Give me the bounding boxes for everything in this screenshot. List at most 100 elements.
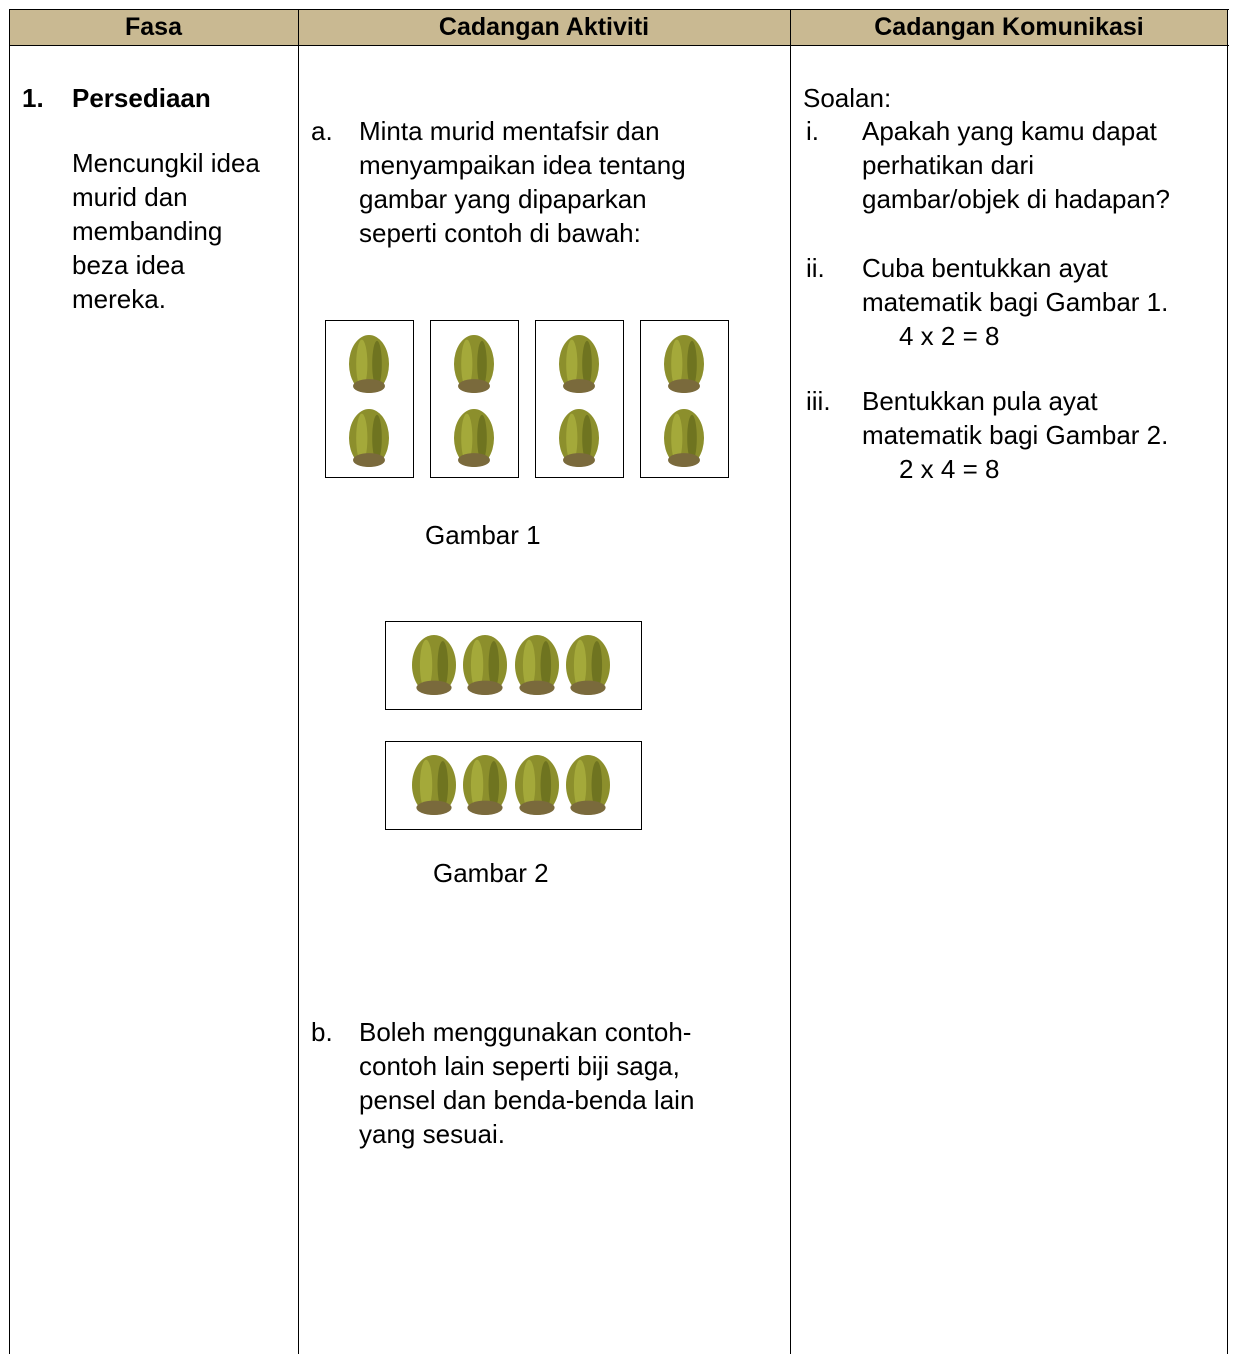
fruit-part bbox=[437, 761, 449, 809]
fruit-part bbox=[470, 759, 484, 811]
text-line: matematik bagi Gambar 2. bbox=[862, 420, 1169, 450]
fruit-part bbox=[416, 800, 452, 815]
fruit-part bbox=[356, 339, 368, 389]
fruit-part bbox=[372, 414, 382, 462]
figure-box bbox=[535, 320, 624, 478]
text-line: matematik bagi Gambar 1. bbox=[862, 287, 1169, 317]
fruit-part bbox=[419, 759, 433, 811]
fruit-part bbox=[570, 800, 606, 815]
activity-text: Minta murid mentafsir dan menyampaikan id… bbox=[359, 114, 686, 250]
phase-title: Persediaan bbox=[72, 83, 211, 113]
marker: a. bbox=[311, 116, 333, 146]
fruit-part bbox=[488, 761, 500, 809]
marker: ii. bbox=[806, 253, 825, 283]
fruit-part bbox=[419, 639, 433, 691]
text-line: murid dan bbox=[72, 182, 188, 212]
activity-text: Boleh menggunakan contoh-contoh lain sep… bbox=[359, 1015, 694, 1151]
fruit-part bbox=[470, 639, 484, 691]
fruit-part bbox=[573, 759, 587, 811]
fruit-part bbox=[458, 453, 490, 468]
fruit-part bbox=[582, 414, 592, 462]
fruit-part bbox=[522, 639, 536, 691]
figure-caption: Gambar 1 bbox=[425, 520, 541, 550]
answer: 4 x 2 = 8 bbox=[899, 321, 1000, 351]
fruit-part bbox=[437, 641, 449, 689]
fruit-part bbox=[519, 800, 555, 815]
text-line: perhatikan dari bbox=[862, 150, 1034, 180]
text-line: membanding bbox=[72, 216, 223, 246]
fruit-part bbox=[671, 339, 683, 389]
fruit-part bbox=[566, 413, 578, 463]
text-line: pensel dan benda-benda lain bbox=[359, 1085, 695, 1115]
fruit-part bbox=[591, 641, 603, 689]
fruit-part bbox=[416, 680, 452, 695]
fruit-part bbox=[522, 759, 536, 811]
fruit-part bbox=[372, 340, 382, 388]
fruit-part bbox=[566, 339, 578, 389]
text-line: Minta murid mentafsir dan bbox=[359, 116, 660, 146]
fruit-part bbox=[563, 453, 595, 468]
fruit-part bbox=[467, 800, 503, 815]
fruit-part bbox=[461, 339, 473, 389]
fruit-part bbox=[356, 413, 368, 463]
fruit-part bbox=[573, 639, 587, 691]
fruit-part bbox=[668, 453, 700, 468]
border bbox=[790, 10, 791, 1354]
border bbox=[9, 10, 10, 1354]
border bbox=[298, 10, 299, 1354]
fruit-part bbox=[488, 641, 500, 689]
fruit-part bbox=[687, 414, 697, 462]
figure-box bbox=[385, 741, 642, 830]
question-text: Apakah yang kamu dapat perhatikan dari gam… bbox=[862, 114, 1170, 216]
fruit-part bbox=[519, 680, 555, 695]
fruit-part bbox=[540, 761, 552, 809]
border bbox=[1227, 10, 1228, 1354]
border bbox=[9, 9, 1229, 10]
text-line: Mencungkil idea bbox=[72, 148, 260, 178]
fruit-part bbox=[461, 413, 473, 463]
fruit-part bbox=[540, 641, 552, 689]
fruit-part bbox=[353, 379, 385, 394]
phase-number: 1. bbox=[22, 83, 44, 113]
fruit-part bbox=[582, 340, 592, 388]
fruit-part bbox=[353, 453, 385, 468]
text-line: contoh lain seperti biji saga, bbox=[359, 1051, 680, 1081]
header-cell: Cadangan Aktiviti bbox=[298, 10, 790, 45]
text-line: Boleh menggunakan contoh- bbox=[359, 1017, 692, 1047]
marker: iii. bbox=[806, 386, 831, 416]
fruit-part bbox=[477, 414, 487, 462]
fruit-part bbox=[591, 761, 603, 809]
answer: 2 x 4 = 8 bbox=[899, 454, 1000, 484]
fruit-part bbox=[563, 379, 595, 394]
header-cell: Cadangan Komunikasi bbox=[790, 10, 1228, 45]
fruit-part bbox=[671, 413, 683, 463]
question-text: Bentukkan pula ayat matematik bagi Gambar… bbox=[862, 384, 1168, 452]
phase-description: Mencungkil idea murid dan membanding beza i… bbox=[72, 146, 260, 316]
text-line: menyampaikan idea tentang bbox=[359, 150, 686, 180]
question-heading: Soalan: bbox=[803, 83, 892, 113]
fruit-part bbox=[570, 680, 606, 695]
question-text: Cuba bentukkan ayat matematik bagi Gambar… bbox=[862, 251, 1168, 319]
text-line: gambar yang dipaparkan bbox=[359, 184, 647, 214]
fruit-part bbox=[467, 680, 503, 695]
marker: i. bbox=[806, 116, 819, 146]
fruit-part bbox=[687, 340, 697, 388]
text-line: Apakah yang kamu dapat bbox=[862, 116, 1157, 146]
marker: b. bbox=[311, 1017, 333, 1047]
fruit-part bbox=[477, 340, 487, 388]
text-line: Bentukkan pula ayat bbox=[862, 386, 1098, 416]
text-line: mereka. bbox=[72, 284, 166, 314]
text-line: gambar/objek di hadapan? bbox=[862, 184, 1170, 214]
figure-caption: Gambar 2 bbox=[433, 858, 549, 888]
fruit-part bbox=[668, 379, 700, 394]
text-line: seperti contoh di bawah: bbox=[359, 218, 641, 248]
text-line: yang sesuai. bbox=[359, 1119, 505, 1149]
figure-box bbox=[430, 320, 519, 478]
text-line: beza idea bbox=[72, 250, 185, 280]
figure-box bbox=[640, 320, 729, 478]
figure-box bbox=[325, 320, 414, 478]
figure-box bbox=[385, 621, 642, 710]
header-cell: Fasa bbox=[9, 10, 298, 45]
